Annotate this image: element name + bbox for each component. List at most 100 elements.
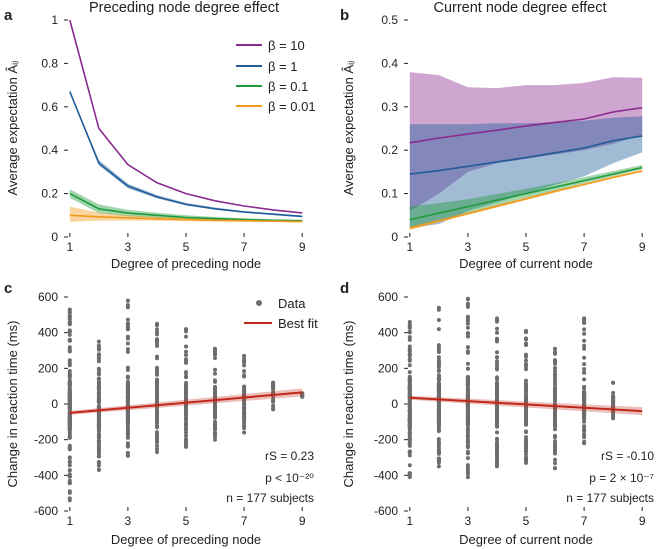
panel-c-data-point bbox=[67, 422, 72, 426]
panel-a-line-3 bbox=[69, 214, 303, 223]
panel-c-data-point bbox=[125, 375, 130, 380]
panel-d-data-point bbox=[524, 362, 528, 367]
panel-d-data-point bbox=[524, 352, 528, 357]
panel-c-data-point bbox=[155, 327, 159, 332]
panel-d-ytick-label: 600 bbox=[378, 290, 398, 304]
panel-c-data-point bbox=[271, 385, 276, 390]
panel-c-xtick-label: 1 bbox=[66, 514, 73, 528]
panel-b-xtick-label: 5 bbox=[523, 240, 530, 254]
panel-c-data-point bbox=[67, 426, 72, 431]
panel-d-data-point bbox=[465, 423, 470, 428]
panel-d-data-point bbox=[465, 315, 470, 320]
panel-c-data-point bbox=[96, 385, 101, 389]
panel-d-data-point bbox=[465, 345, 470, 350]
panel-d-data-point bbox=[582, 355, 587, 360]
panel-c-stats: rS = 0.23 p < 10⁻²⁰ n = 177 subjects bbox=[226, 449, 314, 505]
panel-d-ytick-label: 200 bbox=[378, 361, 398, 375]
panel-d-data-point bbox=[611, 416, 616, 421]
panel-a-line-0 bbox=[69, 19, 303, 214]
panel-d-data-point bbox=[407, 358, 412, 363]
panel-b-ylabel: Average expectation Âᵢⱼ bbox=[341, 61, 356, 196]
panel-d-data-point bbox=[495, 392, 499, 397]
panel-d-data-point bbox=[436, 362, 441, 367]
legend-fit-label: Best fit bbox=[278, 316, 318, 331]
panel-d-data-point bbox=[582, 370, 587, 375]
panel-c-data-point bbox=[213, 378, 217, 383]
panel-d-data-point bbox=[465, 394, 470, 399]
panel-c-data-point bbox=[125, 381, 130, 386]
panel-d-ytick-label: -600 bbox=[374, 504, 398, 518]
panel-d-data-point bbox=[495, 339, 499, 344]
panel-c-data-point bbox=[125, 368, 130, 372]
panel-d-data-point bbox=[524, 412, 528, 417]
panel-d-data-point bbox=[553, 391, 557, 396]
panel-d-data-point bbox=[582, 316, 587, 321]
panel-c-data-point bbox=[96, 366, 101, 371]
panel-c-data-point bbox=[67, 338, 72, 343]
panel-d-data-point bbox=[465, 375, 470, 380]
panel-d-stat-n: n = 177 subjects bbox=[566, 491, 654, 505]
panel-a-xtick-label: 5 bbox=[183, 240, 190, 254]
panel-a-legend: β = 10 β = 1 β = 0.1 β = 0.01 bbox=[236, 38, 316, 114]
panel-c-data-point bbox=[213, 437, 217, 442]
panel-c-data-point bbox=[67, 307, 72, 312]
panel-c-data-point bbox=[184, 418, 188, 422]
panel-d-data-point bbox=[553, 359, 557, 364]
panel-d-data-point bbox=[465, 433, 470, 438]
panel-c-data-point bbox=[67, 382, 72, 387]
panel-c-ytick-label: 600 bbox=[38, 290, 58, 304]
panel-c-data-point bbox=[67, 415, 72, 420]
panel-d-data-point bbox=[407, 408, 412, 413]
panel-d-xtick-label: 7 bbox=[581, 514, 588, 528]
panel-b-xtick-label: 1 bbox=[406, 240, 413, 254]
panel-d-data-point bbox=[582, 411, 587, 416]
panel-c-data-point bbox=[96, 410, 101, 415]
panel-c-data-point bbox=[67, 391, 72, 396]
panel-c-ytick-label: -600 bbox=[34, 504, 58, 518]
panel-d-data-point bbox=[553, 398, 557, 403]
panel-c-xtick-label: 7 bbox=[241, 514, 248, 528]
panel-d-ylabel: Change in reaction time (ms) bbox=[341, 321, 356, 488]
panel-c-data-point bbox=[96, 353, 101, 358]
panel-d-data-point bbox=[465, 419, 470, 424]
panel-d-data-point bbox=[465, 382, 470, 387]
panel-d-data-point bbox=[524, 460, 528, 465]
panel-d-data-point bbox=[611, 405, 616, 410]
panel-d-stat-rs: rS = -0.10 bbox=[601, 449, 654, 463]
panel-d-data-point bbox=[407, 440, 412, 445]
panel-d-data-point bbox=[436, 443, 441, 448]
panel-c-data-point bbox=[96, 398, 101, 403]
panel-c-data-point bbox=[155, 447, 159, 452]
panel-c-data-point bbox=[242, 420, 247, 425]
panel-d-xlabel: Degree of current node bbox=[459, 532, 593, 547]
panel-d-data-point bbox=[495, 464, 499, 469]
panel-d-data-point bbox=[407, 413, 412, 418]
panel-c-xtick-label: 9 bbox=[299, 514, 306, 528]
panel-d-data-point bbox=[465, 321, 470, 326]
panel-d-data-point bbox=[407, 434, 412, 439]
panel-c-data-point bbox=[242, 360, 247, 365]
panel-c-data-point bbox=[67, 347, 72, 352]
panel-c-data-point bbox=[242, 412, 247, 417]
panel-c-data-point bbox=[213, 371, 217, 376]
panel-d-data-point bbox=[436, 464, 441, 469]
panel-d-data-point bbox=[407, 376, 412, 381]
panel-d-data-point bbox=[582, 367, 587, 372]
panel-a-ylabel: Average expectation Âᵢⱼ bbox=[5, 61, 20, 196]
panel-c-data-point bbox=[155, 392, 159, 397]
panel-label-a: a bbox=[4, 7, 13, 24]
panel-c-points bbox=[67, 298, 305, 503]
panel-c-data-point bbox=[242, 373, 247, 378]
panel-c-data-point bbox=[125, 341, 130, 346]
panel-c-data-point bbox=[271, 397, 276, 402]
panel-d-data-point bbox=[524, 341, 528, 346]
panel-d-data-point bbox=[436, 456, 441, 461]
panel-d-data-point bbox=[436, 428, 441, 433]
panel-d-data-point bbox=[436, 327, 441, 332]
panel-d-data-point bbox=[611, 397, 616, 402]
panel-c-data-point bbox=[184, 370, 188, 375]
panel-d-data-point bbox=[407, 335, 412, 340]
panel-a-ytick-label: 1 bbox=[51, 13, 58, 27]
panel-d-data-point bbox=[407, 347, 412, 352]
panel-d-data-point bbox=[553, 461, 557, 466]
